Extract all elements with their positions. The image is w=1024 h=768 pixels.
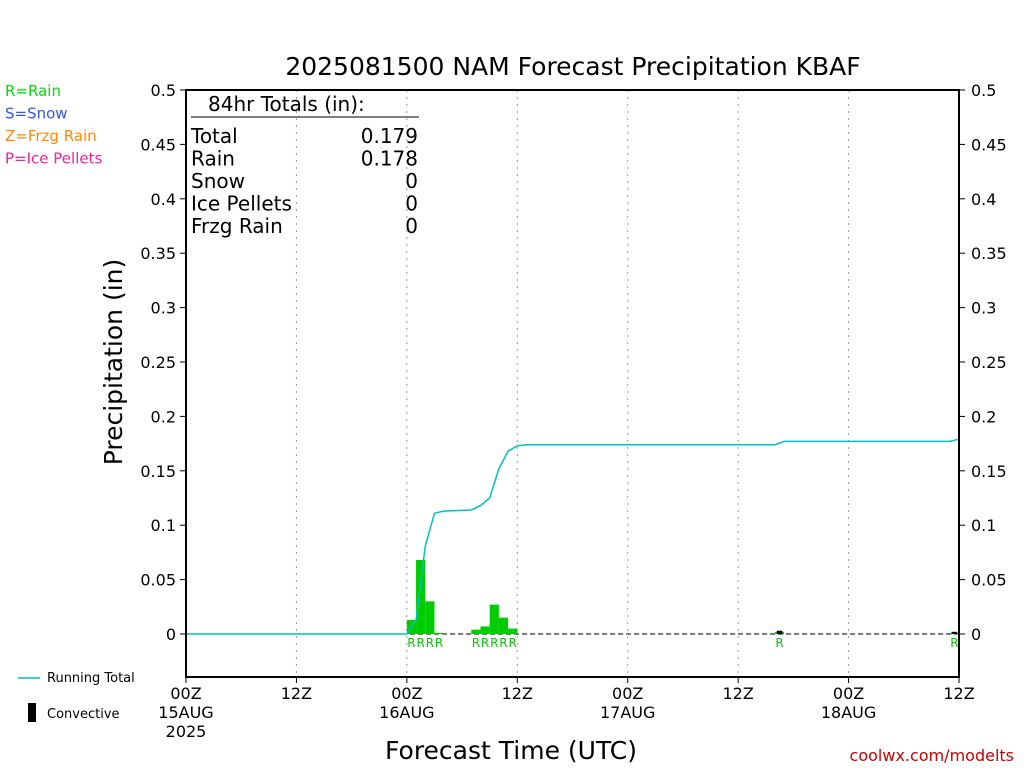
ptype-label: R [407, 636, 415, 650]
grid-lines [186, 90, 959, 677]
x-tick-label: 12Z [722, 684, 753, 703]
bar-convective [951, 631, 958, 634]
bar-rain [434, 632, 444, 634]
convective-legend-label: Convective [47, 707, 120, 722]
x-tick-label: 18AUG [821, 703, 876, 722]
bar-rain [489, 604, 499, 634]
ptype-label: R [490, 636, 498, 650]
bar-convective [776, 630, 783, 634]
totals-row-label: Total [190, 124, 238, 148]
y-tick-label-right: 0.5 [971, 81, 996, 100]
totals-row-label: Snow [191, 169, 245, 193]
y-tick-label-right: 0.15 [971, 462, 1007, 481]
totals-heading: 84hr Totals (in): [208, 92, 365, 116]
chart-title: 2025081500 NAM Forecast Precipitation KB… [285, 52, 860, 81]
type-legend-item: P=Ice Pellets [5, 150, 102, 168]
ptype-label: R [509, 636, 517, 650]
ptype-label: R [499, 636, 507, 650]
bar-rain [480, 626, 490, 634]
ptype-label: R [472, 636, 480, 650]
type-legend-item: Z=Frzg Rain [5, 127, 97, 145]
totals-row-value: 0.178 [361, 147, 418, 171]
type-legend-item: R=Rain [5, 82, 61, 100]
totals-row-label: Rain [191, 147, 235, 171]
bar-rain [508, 628, 518, 634]
running-total-line [186, 438, 960, 635]
convective-swatch [28, 703, 36, 722]
plot-frame [185, 89, 960, 678]
ptype-label: R [416, 636, 424, 650]
y-tick-label-right: 0.3 [971, 299, 996, 318]
ptype-label: R [950, 636, 958, 650]
ptype-label: R [435, 636, 443, 650]
x-axis-label: Forecast Time (UTC) [385, 736, 637, 765]
y-tick-label: 0.5 [151, 81, 176, 100]
x-tick-label: 17AUG [600, 703, 655, 722]
ptype-label: R [426, 636, 434, 650]
y-axis-right: 0.5 0.45 0.4 0.35 0.3 0.25 0.2 0.15 0.1 0.05 0 [959, 81, 1007, 644]
bars-group [406, 560, 959, 634]
y-tick-label-right: 0.05 [971, 571, 1007, 590]
totals-row-value: 0 [405, 192, 418, 216]
x-tick-label: 16AUG [379, 703, 434, 722]
y-tick-label: 0 [166, 625, 176, 644]
ptype-label: R [775, 636, 783, 650]
running-total-group [186, 438, 960, 635]
x-tick-label: 00Z [612, 684, 643, 703]
x-tick-label: 2025 [166, 722, 207, 741]
bar-rain [498, 617, 509, 634]
y-tick-label: 0.45 [140, 135, 176, 154]
x-tick-label: 12Z [502, 684, 533, 703]
x-tick-label: 00Z [170, 684, 201, 703]
x-tick-label: 12Z [943, 684, 974, 703]
bar-rain [425, 601, 435, 634]
y-tick-label: 0.4 [151, 190, 176, 209]
y-tick-label-right: 0.45 [971, 135, 1007, 154]
totals-row-value: 0 [405, 214, 418, 238]
type-legend-item: S=Snow [5, 105, 68, 123]
totals-box: 84hr Totals (in): Total 0.179 Rain 0.178 Snow… [190, 92, 419, 238]
x-tick-label: 15AUG [158, 703, 213, 722]
y-tick-label-right: 0.2 [971, 407, 996, 426]
precip-type-legend: R=Rain S=Snow Z=Frzg Rain P=Ice Pellets [5, 82, 102, 168]
y-tick-label-right: 0.25 [971, 353, 1007, 372]
y-tick-label-right: 0.4 [971, 190, 996, 209]
y-tick-label: 0.35 [140, 244, 176, 263]
running-total-legend-label: Running Total [47, 671, 135, 686]
y-tick-label-right: 0 [971, 625, 981, 644]
y-tick-label: 0.2 [151, 407, 176, 426]
ptype-label: R [481, 636, 489, 650]
y-tick-label: 0.3 [151, 299, 176, 318]
credit-text: coolwx.com/modelts [850, 746, 1014, 765]
y-tick-label-right: 0.35 [971, 244, 1007, 263]
y-tick-label: 0.1 [151, 516, 176, 535]
y-tick-label: 0.15 [140, 462, 176, 481]
x-tick-label: 12Z [281, 684, 312, 703]
y-tick-label-right: 0.1 [971, 516, 996, 535]
totals-row-label: Frzg Rain [191, 214, 283, 238]
totals-row-value: 0 [405, 169, 418, 193]
totals-row-value: 0.179 [361, 124, 418, 148]
bottom-legend: Running Total Convective [18, 671, 135, 722]
bar-rain [471, 629, 481, 634]
x-tick-label: 00Z [391, 684, 422, 703]
y-tick-label: 0.25 [140, 353, 176, 372]
totals-row-label: Ice Pellets [191, 192, 292, 216]
y-axis-label: Precipitation (in) [99, 259, 128, 466]
y-tick-label: 0.05 [140, 571, 176, 590]
x-tick-label: 00Z [833, 684, 864, 703]
bar-rain [416, 560, 426, 634]
y-axis-left: 0.5 0.45 0.4 0.35 0.3 0.25 0.2 0.15 0.1 0.05 0 [140, 81, 186, 644]
